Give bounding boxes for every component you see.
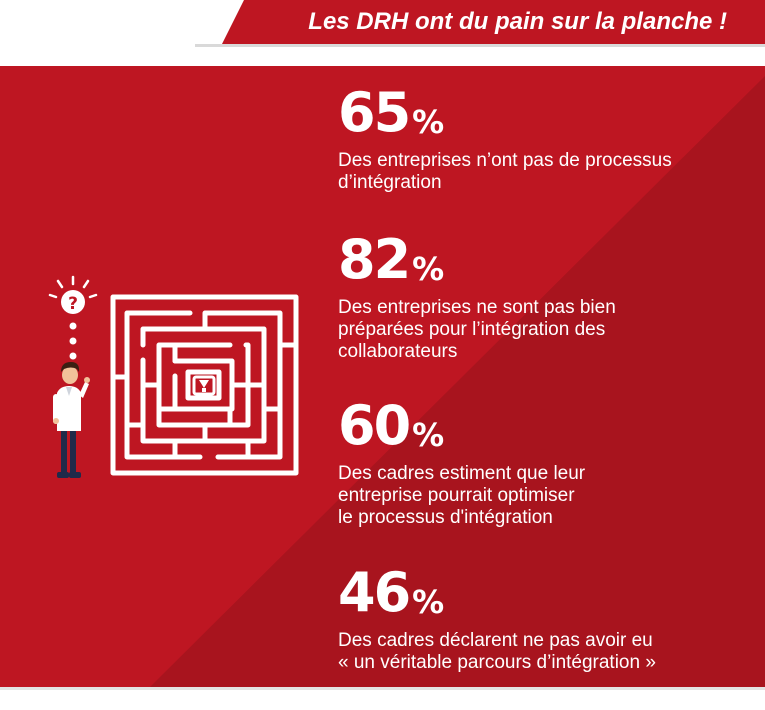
stat-unit: % [412,250,445,288]
stat-description: Des entreprises ne sont pas bien préparé… [338,297,738,363]
stat-description-line: collaborateurs [338,341,458,362]
stat-block-2: 82 % Des entreprises ne sont pas bien pr… [338,233,738,363]
stat-description-line: Des cadres déclarent ne pas avoir eu [338,630,653,651]
bottom-divider [0,687,765,690]
stat-description-line: préparées pour l’intégration des [338,319,606,340]
stat-block-4: 46 % Des cadres déclarent ne pas avoir e… [338,566,738,674]
header-banner: Les DRH ont du pain sur la planche ! [222,0,765,44]
stat-unit: % [412,103,445,141]
stat-description-line: Des entreprises ne sont pas bien [338,297,616,318]
stat-value: 46 [338,561,411,624]
stat-unit: % [412,416,445,454]
stat-description-line: Des cadres estiment que leur [338,463,586,484]
stat-block-1: 65 % Des entreprises n’ont pas de proces… [338,86,738,194]
stat-unit: % [412,583,445,621]
stat-description: Des cadres déclarent ne pas avoir eu « u… [338,630,738,674]
stat-block-3: 60 % Des cadres estiment que leur entrep… [338,399,738,529]
panel-diagonal-shade [150,76,765,687]
stat-description-line: d’intégration [338,172,442,193]
stat-description-line: Des entreprises n’ont pas de processus [338,150,672,171]
stat-description: Des cadres estiment que leur entreprise … [338,463,738,529]
stat-description: Des entreprises n’ont pas de processus d… [338,150,738,194]
stat-description-line: « un véritable parcours d’intégration » [338,652,656,673]
stat-value: 60 [338,394,411,457]
stat-value: 82 [338,228,411,291]
stat-value: 65 [338,81,411,144]
stats-panel [0,66,765,687]
banner-underline [195,44,765,47]
page-title: Les DRH ont du pain sur la planche ! [308,8,727,35]
stat-description-line: entreprise pourrait optimiser [338,485,575,506]
stat-description-line: le processus d'intégration [338,507,553,528]
